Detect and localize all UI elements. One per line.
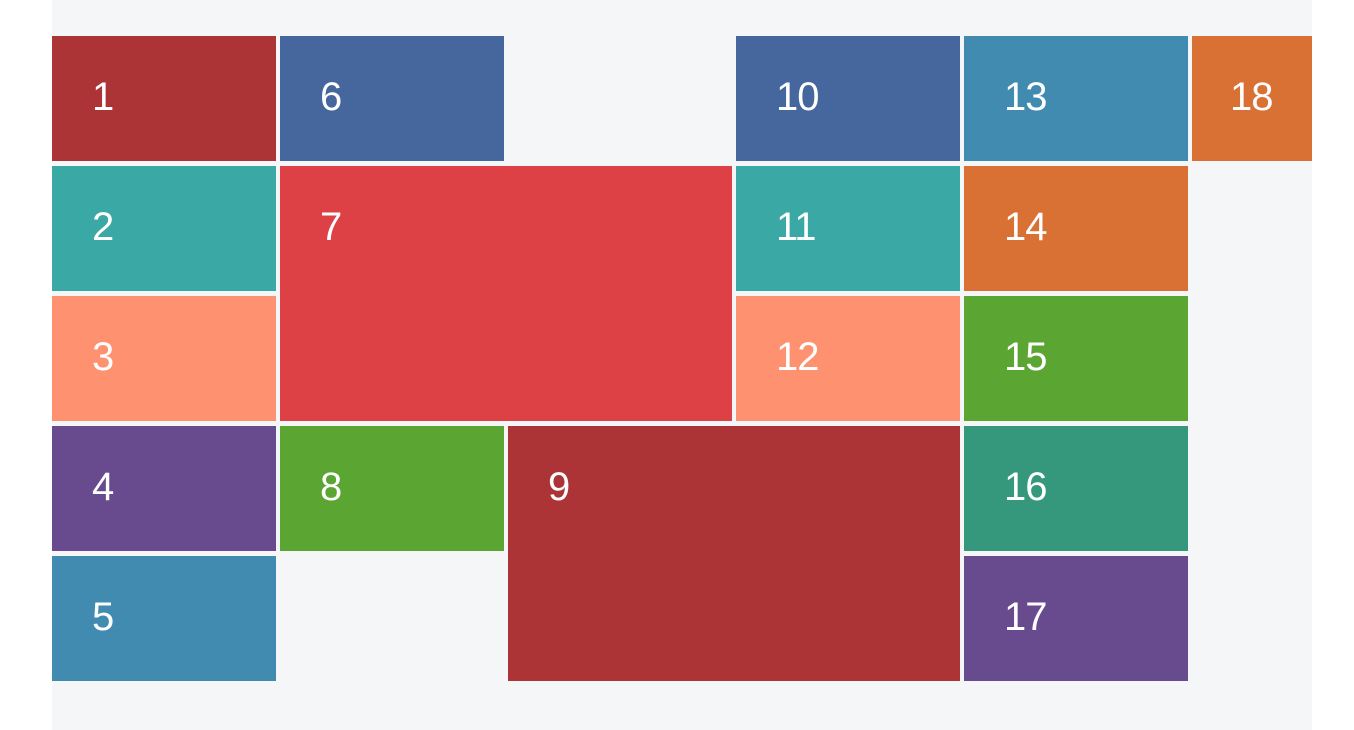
- tile-label: 3: [92, 335, 114, 379]
- tile-1[interactable]: 1: [52, 36, 276, 161]
- tile-10[interactable]: 10: [736, 36, 960, 161]
- tile-label: 4: [92, 465, 114, 509]
- tile-label: 2: [92, 205, 114, 249]
- tile-5[interactable]: 5: [52, 556, 276, 681]
- tile-label: 14: [1004, 205, 1047, 249]
- tile-label: 17: [1004, 595, 1047, 639]
- tile-label: 18: [1230, 75, 1273, 119]
- tile-6[interactable]: 6: [280, 36, 504, 161]
- tile-label: 9: [548, 465, 570, 509]
- tile-label: 10: [776, 75, 819, 119]
- tile-15[interactable]: 15: [964, 296, 1188, 421]
- tile-label: 7: [320, 205, 342, 249]
- tile-16[interactable]: 16: [964, 426, 1188, 551]
- tile-4[interactable]: 4: [52, 426, 276, 551]
- tile-17[interactable]: 17: [964, 556, 1188, 681]
- tile-2[interactable]: 2: [52, 166, 276, 291]
- tile-12[interactable]: 12: [736, 296, 960, 421]
- tile-label: 6: [320, 75, 342, 119]
- tile-9[interactable]: 9: [508, 426, 960, 681]
- tile-8[interactable]: 8: [280, 426, 504, 551]
- tile-label: 8: [320, 465, 342, 509]
- tile-11[interactable]: 11: [736, 166, 960, 291]
- tile-label: 1: [92, 75, 114, 119]
- tile-18[interactable]: 18: [1192, 36, 1312, 161]
- tile-label: 16: [1004, 465, 1047, 509]
- tile-label: 15: [1004, 335, 1047, 379]
- tile-3[interactable]: 3: [52, 296, 276, 421]
- tile-label: 12: [776, 335, 819, 379]
- tile-grid: 1 2 3 4 5 6 7 8 9 10 11 12 13 14 15 16 1…: [52, 0, 1312, 730]
- tile-14[interactable]: 14: [964, 166, 1188, 291]
- tile-label: 11: [776, 205, 817, 249]
- tile-label: 13: [1004, 75, 1047, 119]
- tile-7[interactable]: 7: [280, 166, 732, 421]
- tile-label: 5: [92, 595, 114, 639]
- tile-13[interactable]: 13: [964, 36, 1188, 161]
